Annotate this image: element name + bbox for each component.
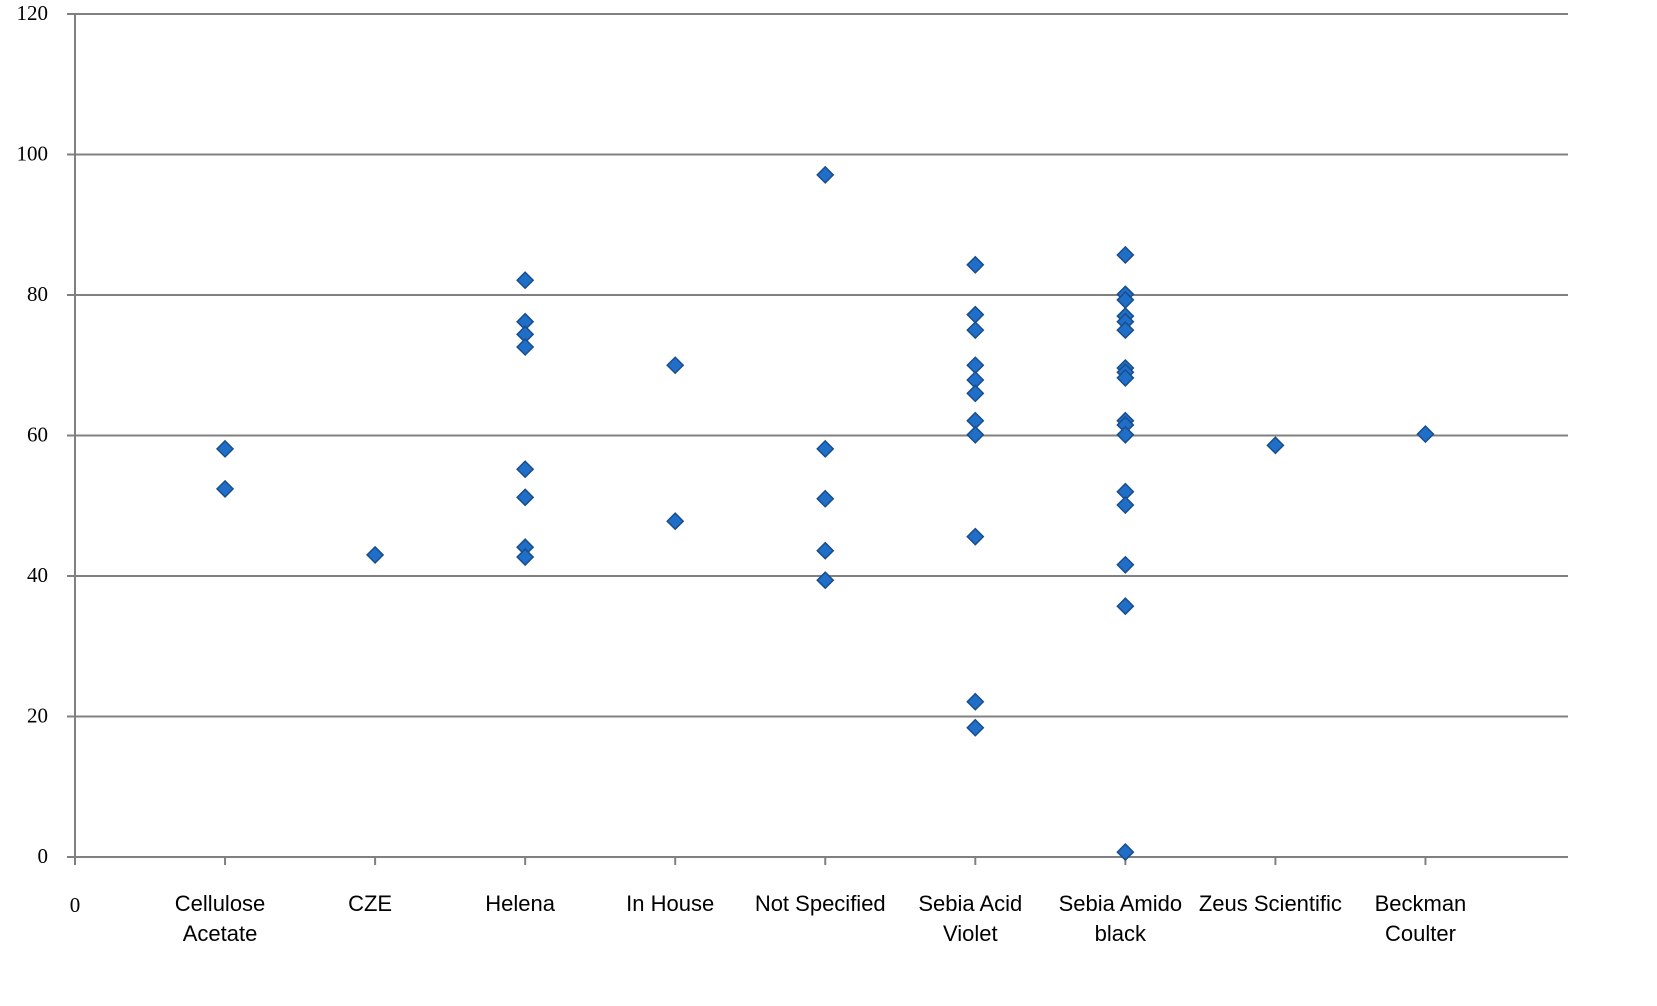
- x-tick-label: 0: [70, 893, 81, 917]
- point: [1116, 843, 1135, 862]
- x-tick-label: Cellulose Acetate: [174, 891, 266, 946]
- point: [966, 425, 985, 444]
- y-tick-label: 20: [27, 704, 48, 728]
- y-tick-label: 0: [38, 844, 49, 868]
- point: [516, 488, 535, 507]
- point: [966, 692, 985, 711]
- point: [1116, 245, 1135, 265]
- y-tick-label: 120: [17, 1, 49, 25]
- x-tick-label: In House: [626, 891, 715, 916]
- point: [816, 165, 835, 184]
- y-tick-label: 100: [17, 142, 49, 166]
- point: [1116, 597, 1135, 616]
- y-tick-label: 80: [27, 282, 48, 306]
- point: [1116, 425, 1135, 444]
- point: [966, 356, 985, 375]
- x-tick-label: Sebia Acid Violet: [918, 891, 1023, 946]
- x-tick-label: Zeus Scientific: [1198, 891, 1342, 916]
- x-tick-label: Helena: [485, 891, 555, 916]
- point: [215, 439, 235, 458]
- point: [816, 571, 835, 590]
- y-tick-label: 60: [27, 423, 48, 447]
- point: [516, 460, 535, 479]
- x-tick-label: Not Specified: [754, 891, 886, 916]
- point: [215, 479, 235, 498]
- point: [516, 547, 535, 567]
- point: [666, 512, 685, 531]
- point: [1116, 368, 1135, 387]
- point: [366, 545, 385, 564]
- y-tick-label: 40: [27, 563, 48, 587]
- point: [966, 527, 985, 546]
- point: [1416, 425, 1435, 444]
- point: [1116, 555, 1135, 574]
- point: [966, 255, 985, 274]
- x-tick-label: Beckman Coulter: [1374, 891, 1467, 946]
- point: [816, 489, 835, 508]
- point: [966, 718, 985, 737]
- point: [666, 356, 685, 375]
- x-tick-label: CZE: [348, 891, 393, 916]
- point: [966, 321, 985, 340]
- x-tick-label: Sebia Amido black: [1058, 891, 1183, 946]
- point: [966, 384, 985, 403]
- point: [1116, 321, 1135, 340]
- point: [516, 271, 535, 290]
- point: [516, 337, 535, 357]
- point: [816, 439, 835, 458]
- point: [816, 541, 835, 560]
- point: [1116, 495, 1135, 515]
- point: [1266, 436, 1285, 455]
- point: [966, 305, 985, 324]
